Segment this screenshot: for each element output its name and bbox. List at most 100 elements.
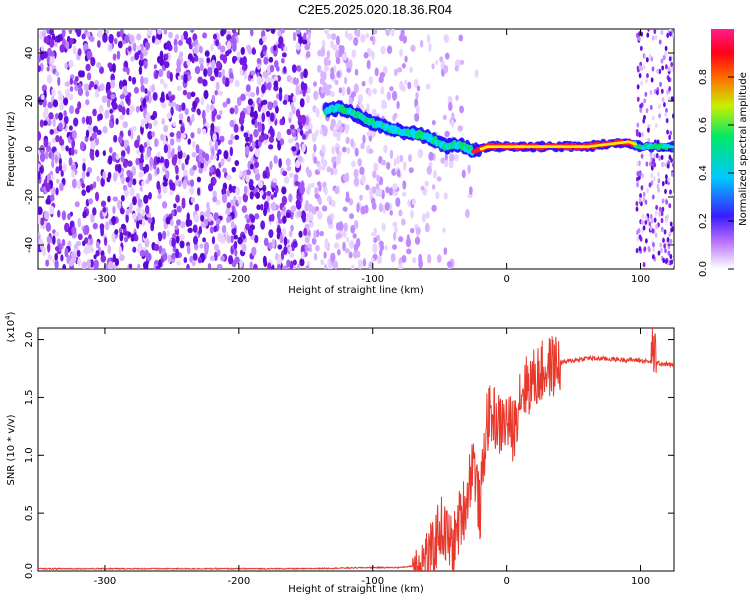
- noise-speck: [45, 182, 51, 193]
- noise-speck: [109, 147, 113, 153]
- noise-speck: [650, 77, 654, 83]
- noise-speck: [262, 44, 268, 52]
- noise-speck: [408, 154, 413, 162]
- noise-speck: [323, 251, 327, 259]
- noise-speck: [169, 72, 173, 82]
- noise-speck: [426, 34, 431, 43]
- noise-speck: [134, 234, 139, 242]
- noise-speck: [169, 190, 174, 196]
- noise-speck: [281, 195, 288, 206]
- noise-speck: [112, 253, 116, 263]
- noise-speck: [141, 180, 145, 187]
- noise-speck: [235, 186, 240, 196]
- noise-speck: [117, 40, 123, 49]
- noise-speck: [75, 107, 80, 115]
- noise-speck: [58, 93, 64, 102]
- noise-speck: [301, 214, 306, 223]
- noise-speck: [248, 227, 254, 237]
- noise-speck: [96, 62, 102, 69]
- noise-speck: [206, 66, 213, 77]
- noise-speck: [320, 46, 326, 56]
- noise-speck: [193, 214, 200, 223]
- noise-speck: [230, 235, 234, 244]
- noise-speck: [307, 87, 311, 94]
- noise-speck: [651, 115, 655, 121]
- noise-speck: [143, 77, 149, 85]
- noise-speck: [335, 155, 342, 165]
- noise-speck: [203, 89, 209, 100]
- noise-speck: [143, 142, 148, 148]
- noise-speck: [184, 108, 189, 116]
- noise-speck: [357, 262, 363, 269]
- noise-speck: [217, 149, 222, 155]
- noise-speck: [350, 224, 356, 234]
- noise-speck: [664, 217, 668, 224]
- noise-speck: [245, 174, 250, 183]
- noise-speck: [171, 156, 177, 166]
- noise-speck: [240, 93, 246, 102]
- noise-speck: [353, 220, 359, 230]
- noise-speck: [289, 252, 295, 259]
- y-tick-label: 0.0: [24, 563, 35, 579]
- noise-speck: [85, 199, 90, 207]
- noise-speck: [251, 140, 256, 150]
- noise-speck: [433, 169, 437, 179]
- noise-speck: [291, 146, 297, 152]
- noise-speck: [474, 69, 479, 78]
- noise-speck: [399, 80, 404, 91]
- noise-speck: [61, 238, 66, 247]
- noise-speck: [651, 254, 655, 260]
- noise-speck: [353, 168, 359, 179]
- noise-speck: [226, 216, 231, 224]
- noise-speck: [453, 154, 459, 162]
- noise-speck: [269, 125, 274, 136]
- noise-speck: [414, 236, 421, 245]
- noise-speck: [380, 159, 387, 166]
- noise-speck: [187, 138, 191, 145]
- noise-speck: [292, 31, 297, 42]
- noise-speck: [68, 259, 75, 267]
- noise-speck: [68, 125, 73, 131]
- noise-speck: [256, 57, 262, 64]
- noise-speck: [153, 244, 160, 252]
- noise-speck: [220, 157, 225, 167]
- colorbar-gradient: [711, 29, 734, 269]
- noise-speck: [45, 145, 52, 152]
- noise-speck: [653, 162, 657, 168]
- noise-speck: [249, 163, 254, 170]
- noise-speck: [182, 152, 187, 159]
- noise-speck: [670, 96, 674, 102]
- noise-speck: [285, 212, 292, 219]
- noise-speck: [256, 75, 262, 86]
- noise-speck: [324, 263, 328, 269]
- noise-speck: [215, 152, 220, 161]
- noise-speck: [223, 150, 229, 160]
- noise-speck: [102, 207, 107, 213]
- noise-speck: [126, 107, 130, 116]
- noise-speck: [371, 51, 375, 60]
- noise-speck: [126, 145, 131, 155]
- noise-speck: [69, 86, 74, 92]
- noise-speck: [244, 223, 250, 231]
- noise-speck: [465, 208, 470, 219]
- noise-speck: [657, 178, 661, 184]
- noise-speck: [54, 252, 59, 261]
- noise-speck: [270, 194, 274, 200]
- noise-speck: [187, 227, 193, 234]
- noise-speck: [51, 146, 57, 154]
- noise-speck: [168, 31, 173, 39]
- noise-speck: [285, 158, 292, 167]
- noise-speck: [651, 35, 655, 41]
- noise-speck: [74, 201, 80, 208]
- noise-speck: [47, 254, 53, 262]
- noise-speck: [166, 230, 170, 237]
- noise-speck: [207, 263, 212, 269]
- noise-speck: [135, 157, 140, 166]
- noise-speck: [180, 233, 185, 241]
- noise-speck: [638, 246, 642, 252]
- noise-speck: [127, 160, 133, 167]
- noise-speck: [59, 135, 63, 145]
- noise-speck: [372, 243, 377, 254]
- noise-speck: [393, 231, 397, 241]
- noise-speck: [443, 64, 449, 74]
